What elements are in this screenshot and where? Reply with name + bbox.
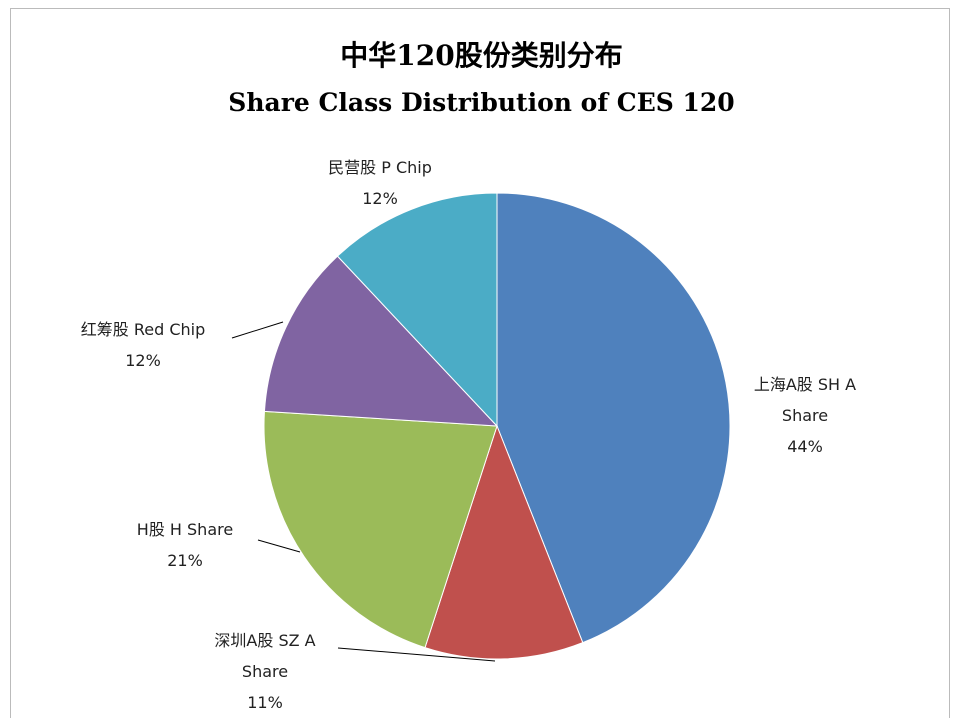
pie-slice [263, 410, 498, 649]
slice-label: 深圳A股 SZ A Share [214, 631, 316, 681]
slice-label: H股 H Share [136, 520, 234, 539]
slice-label: 红筹股 Red Chip [80, 320, 206, 339]
leader-line [337, 647, 496, 662]
slice-label: 民营股 P Chip [328, 158, 432, 177]
pie-slice [336, 192, 498, 428]
chart-subtitle: Share Class Distribution of CES 120 [228, 88, 735, 117]
pie-slice [263, 255, 499, 427]
slice-value-label: 44% [787, 437, 823, 456]
slice-value-label: 21% [167, 551, 203, 570]
slice-label: 上海A股 SH A Share [753, 375, 857, 425]
leader-line [231, 321, 284, 339]
slice-value-label: 11% [247, 693, 283, 712]
slice-value-label: 12% [125, 351, 161, 370]
chart-frame [10, 8, 950, 718]
pie-slice [424, 424, 584, 660]
leader-line [257, 539, 301, 553]
pie-slice [496, 192, 731, 644]
slice-value-label: 12% [362, 189, 398, 208]
chart-title: 中华120股份类别分布 [340, 39, 623, 72]
